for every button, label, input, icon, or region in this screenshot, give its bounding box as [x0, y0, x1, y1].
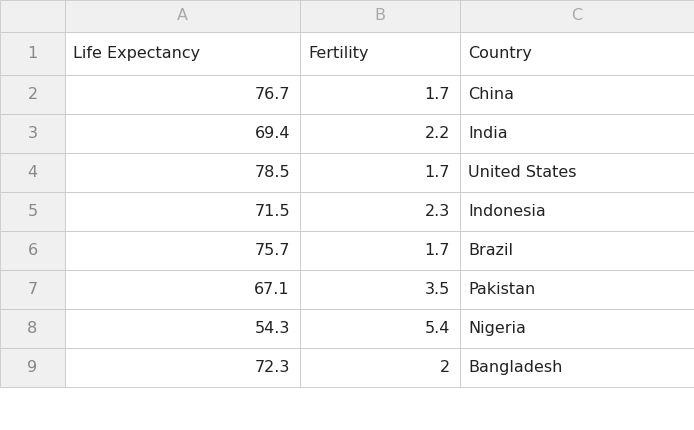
Text: Indonesia: Indonesia — [468, 204, 545, 219]
Text: 76.7: 76.7 — [255, 87, 290, 102]
Text: 8: 8 — [27, 321, 37, 336]
Bar — [460, 0, 694, 32]
Bar — [65, 309, 300, 348]
Text: 1.7: 1.7 — [425, 243, 450, 258]
Bar — [300, 348, 460, 387]
Text: United States: United States — [468, 165, 577, 180]
Bar — [65, 0, 300, 32]
Bar — [65, 75, 300, 114]
Bar — [300, 192, 460, 231]
Bar — [460, 270, 694, 309]
Bar — [0, 231, 65, 270]
Bar — [300, 153, 460, 192]
Text: Life Expectancy: Life Expectancy — [73, 46, 200, 61]
Bar — [65, 231, 300, 270]
Text: 5.4: 5.4 — [425, 321, 450, 336]
Bar — [300, 114, 460, 153]
Text: 9: 9 — [28, 360, 37, 375]
Text: 54.3: 54.3 — [255, 321, 290, 336]
Text: 78.5: 78.5 — [255, 165, 290, 180]
Bar — [460, 192, 694, 231]
Text: 7: 7 — [28, 282, 37, 297]
Text: 71.5: 71.5 — [255, 204, 290, 219]
Text: 4: 4 — [28, 165, 37, 180]
Text: Bangladesh: Bangladesh — [468, 360, 562, 375]
Bar — [300, 75, 460, 114]
Text: 5: 5 — [28, 204, 37, 219]
Text: 3.5: 3.5 — [425, 282, 450, 297]
Bar — [0, 192, 65, 231]
Text: 3: 3 — [28, 126, 37, 141]
Text: 72.3: 72.3 — [255, 360, 290, 375]
Text: 69.4: 69.4 — [255, 126, 290, 141]
Text: Pakistan: Pakistan — [468, 282, 535, 297]
Text: 2.3: 2.3 — [425, 204, 450, 219]
Text: B: B — [375, 9, 385, 24]
Bar — [0, 114, 65, 153]
Text: 1.7: 1.7 — [425, 165, 450, 180]
Text: Brazil: Brazil — [468, 243, 513, 258]
Text: 2: 2 — [440, 360, 450, 375]
Text: Country: Country — [468, 46, 532, 61]
Bar — [300, 309, 460, 348]
Bar — [65, 270, 300, 309]
Bar — [0, 75, 65, 114]
Bar — [0, 0, 65, 32]
Bar — [300, 231, 460, 270]
Text: 75.7: 75.7 — [255, 243, 290, 258]
Bar — [0, 153, 65, 192]
Bar — [0, 270, 65, 309]
Text: India: India — [468, 126, 507, 141]
Bar — [65, 192, 300, 231]
Bar — [460, 348, 694, 387]
Text: China: China — [468, 87, 514, 102]
Bar — [0, 32, 65, 75]
Text: 2.2: 2.2 — [425, 126, 450, 141]
Text: 67.1: 67.1 — [255, 282, 290, 297]
Bar — [0, 309, 65, 348]
Text: Fertility: Fertility — [308, 46, 369, 61]
Bar — [300, 32, 460, 75]
Bar — [65, 348, 300, 387]
Text: 1: 1 — [27, 46, 37, 61]
Text: C: C — [571, 9, 582, 24]
Bar — [460, 153, 694, 192]
Bar — [460, 32, 694, 75]
Bar — [65, 114, 300, 153]
Bar — [460, 114, 694, 153]
Text: 1.7: 1.7 — [425, 87, 450, 102]
Bar — [460, 75, 694, 114]
Text: 6: 6 — [28, 243, 37, 258]
Bar — [0, 348, 65, 387]
Bar — [65, 32, 300, 75]
Text: A: A — [177, 9, 188, 24]
Bar — [460, 309, 694, 348]
Text: Nigeria: Nigeria — [468, 321, 526, 336]
Bar — [460, 231, 694, 270]
Bar — [300, 0, 460, 32]
Text: 2: 2 — [28, 87, 37, 102]
Bar — [65, 153, 300, 192]
Bar — [300, 270, 460, 309]
